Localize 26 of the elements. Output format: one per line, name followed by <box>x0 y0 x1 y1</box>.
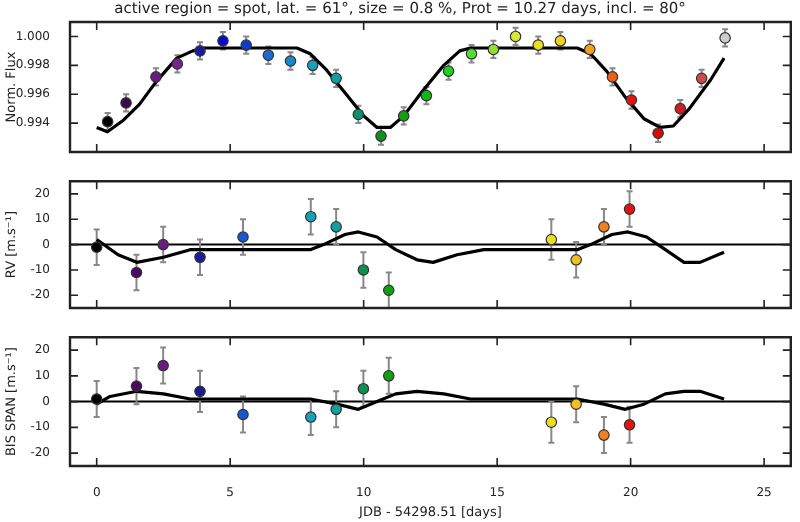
point <box>305 210 317 223</box>
point <box>157 238 169 251</box>
point <box>330 403 342 416</box>
point <box>357 382 370 395</box>
point <box>570 254 582 266</box>
point <box>130 380 143 392</box>
point <box>237 231 249 243</box>
point <box>90 241 103 253</box>
point <box>305 411 317 423</box>
point <box>130 266 143 279</box>
point <box>570 398 582 410</box>
point <box>357 264 370 276</box>
point <box>90 393 103 405</box>
point <box>157 359 169 372</box>
point <box>330 221 342 233</box>
point <box>237 408 249 421</box>
point <box>545 416 558 429</box>
point <box>598 429 610 441</box>
point <box>545 233 558 246</box>
point <box>194 385 206 398</box>
point <box>382 284 395 297</box>
point <box>623 203 636 215</box>
point <box>194 251 206 264</box>
point <box>598 221 610 233</box>
point <box>623 418 636 431</box>
point <box>382 370 395 382</box>
